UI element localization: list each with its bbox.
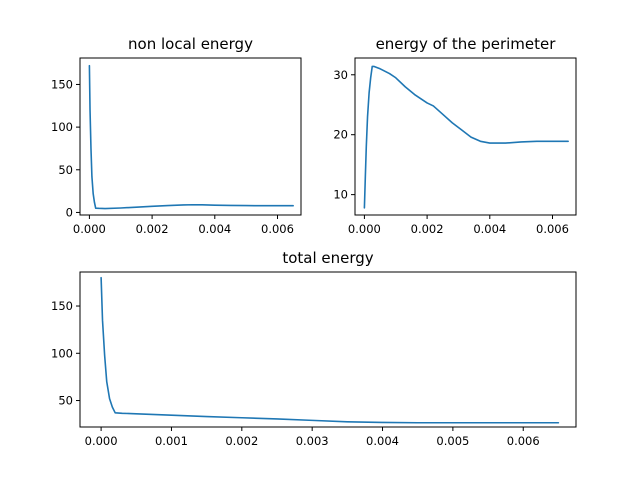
y-tick-label: 150 — [51, 77, 73, 91]
axes-frame — [79, 271, 577, 428]
x-tick-label: 0.004 — [366, 434, 399, 448]
x-tick-label: 0.006 — [507, 434, 540, 448]
series-line — [88, 64, 294, 210]
x-tick-label: 0.006 — [261, 222, 294, 236]
x-tick-label: 0.000 — [85, 434, 118, 448]
series-line — [100, 276, 560, 424]
y-tick-label: 100 — [51, 346, 73, 360]
chart-non-local-energy: non local energy 0.000 0.002 0.004 0.006 0 50… — [51, 35, 302, 236]
chart-title: total energy — [282, 249, 373, 267]
axes-frame — [79, 57, 302, 216]
y-tick-label: 50 — [58, 163, 73, 177]
y-tick-label: 50 — [58, 394, 73, 408]
y-tick-label: 0 — [66, 205, 73, 219]
x-tick-label: 0.002 — [411, 222, 444, 236]
x-tick-label: 0.000 — [348, 222, 381, 236]
x-tick-label: 0.005 — [436, 434, 469, 448]
y-tick-label: 150 — [51, 299, 73, 313]
chart-title: energy of the perimeter — [376, 35, 557, 53]
x-tick-label: 0.003 — [296, 434, 329, 448]
series-line — [363, 65, 569, 209]
x-tick-label: 0.001 — [155, 434, 188, 448]
x-tick-label: 0.002 — [225, 434, 258, 448]
y-tick-label: 30 — [333, 68, 348, 82]
chart-title: non local energy — [128, 35, 253, 53]
x-tick-label: 0.000 — [73, 222, 106, 236]
chart-total-energy: total energy 0.000 0.001 0.002 0.003 0.004 0.… — [51, 249, 577, 448]
y-tick-label: 20 — [333, 128, 348, 142]
y-tick-label: 100 — [51, 120, 73, 134]
axes-frame — [354, 57, 577, 216]
x-tick-label: 0.004 — [473, 222, 506, 236]
y-tick-label: 10 — [333, 188, 348, 202]
x-tick-label: 0.006 — [536, 222, 569, 236]
chart-energy-of-the-perimeter: energy of the perimeter 0.000 0.002 0.004 0… — [333, 35, 577, 236]
x-tick-label: 0.004 — [198, 222, 231, 236]
x-tick-label: 0.002 — [136, 222, 169, 236]
